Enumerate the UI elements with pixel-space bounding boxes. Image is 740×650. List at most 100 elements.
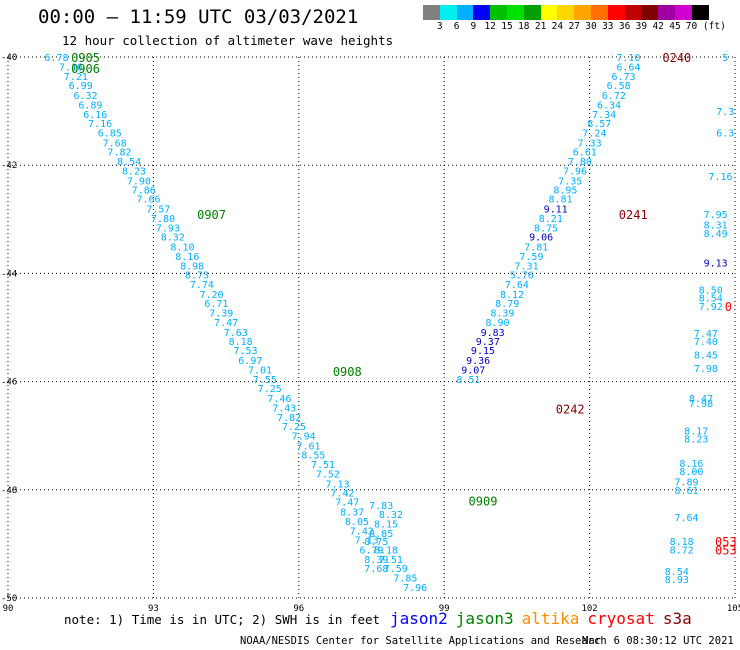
data-point-label: 7.80 <box>151 214 175 225</box>
data-point-label: 7.40 <box>694 337 718 348</box>
data-point-label: 9.11 <box>544 204 568 215</box>
data-point-label: 6.85 <box>98 129 122 140</box>
data-point-label: 7.3 <box>716 107 734 118</box>
data-point-label: 7.43 <box>272 404 296 415</box>
data-point-label: 8.85 <box>369 529 393 540</box>
time-label: 0909 <box>469 495 498 509</box>
satellite-label-s3a: s3a <box>662 609 692 628</box>
chart-title: 00:00 – 11:59 UTC 03/03/2021 <box>38 6 359 28</box>
data-point-label: 9.37 <box>476 337 500 348</box>
legend-label-2: 9 <box>470 21 477 32</box>
data-point-label: 8.98 <box>180 261 204 272</box>
data-point-label: 7.98 <box>689 399 713 410</box>
legend-label-14: 45 <box>669 21 681 32</box>
data-point-label: 7.13 <box>326 479 350 490</box>
legend-label-7: 24 <box>551 21 564 32</box>
color-legend-bar <box>423 5 709 20</box>
data-point-label: 6.61 <box>573 148 597 159</box>
data-point-label: 8.73 <box>185 270 209 281</box>
data-point-label: 7.89 <box>674 478 698 489</box>
data-point-label: 8.12 <box>500 290 524 301</box>
data-point-label: 7.66 <box>137 195 161 206</box>
data-point-label: 8.31 <box>704 221 728 232</box>
data-point-label: 7.46 <box>267 394 291 405</box>
legend-label-15: 70 (ft) <box>685 21 726 32</box>
data-point-label: 7.24 <box>582 129 606 140</box>
data-point-label: 8.81 <box>548 195 572 206</box>
legend-label-4: 15 <box>501 21 513 32</box>
data-point-label: 9.36 <box>466 356 490 367</box>
data-point-label: 8.75 <box>364 537 388 548</box>
x-tick-label: 102 <box>581 604 597 614</box>
data-point-label: 8.39 <box>490 308 514 319</box>
data-point-label: 6.64 <box>616 63 640 74</box>
data-point-label: 8.54 <box>665 567 689 578</box>
legend-label-13: 42 <box>652 21 664 32</box>
data-point-label: 8.10 <box>170 242 194 253</box>
satellite-legend: jason2 jason3 altika cryosat s3a <box>390 609 700 628</box>
time-label: 0241 <box>619 208 648 222</box>
data-point-label: 8.18 <box>670 537 694 548</box>
x-tick-label: 96 <box>293 604 304 614</box>
data-point-label: 6.78 <box>44 53 68 64</box>
data-point-label: 7.35 <box>558 176 582 187</box>
data-point-label: 7.96 <box>563 167 587 178</box>
data-point-label: 8.49 <box>704 229 728 240</box>
data-point-label: 7.83 <box>369 501 393 512</box>
data-point-label: 7.63 <box>224 328 248 339</box>
legend-swatch-8 <box>557 5 575 20</box>
data-point-label: 7.94 <box>292 432 316 443</box>
data-point-label: 7.25 <box>258 384 282 395</box>
data-point-label: 6.58 <box>607 81 631 92</box>
data-point-label: 6.97 <box>238 356 262 367</box>
data-point-label: 7.64 <box>505 280 529 291</box>
data-point-label: 9.83 <box>481 328 505 339</box>
data-point-label: 8.47 <box>689 394 713 405</box>
data-point-label: 7.13 <box>355 536 379 547</box>
data-point-label: 6.89 <box>78 101 102 112</box>
data-point-label: 7.16 <box>59 63 83 74</box>
data-point-label: 7.81 <box>524 242 548 253</box>
legend-swatch-6 <box>523 5 541 20</box>
legend-label-12: 39 <box>635 21 648 32</box>
data-point-label: 7.52 <box>316 470 340 481</box>
data-point-label: 7.51 <box>311 460 335 471</box>
data-point-label: 7.34 <box>592 110 616 121</box>
data-point-label: 7.47 <box>335 498 359 509</box>
data-point-label: 7.42 <box>330 489 354 500</box>
data-point-label: 7.10 <box>616 53 640 64</box>
data-point-label: 7.51 <box>379 555 403 566</box>
data-point-label: 7.16 <box>708 172 732 183</box>
data-point-label: 8.23 <box>684 434 708 445</box>
legend-label-0: 3 <box>436 21 443 32</box>
legend-swatch-5 <box>506 5 524 20</box>
data-point-label: 7.16 <box>88 119 112 130</box>
time-label: 0908 <box>333 365 362 379</box>
x-tick-label: 105 <box>727 604 740 614</box>
data-point-label: 6.99 <box>69 81 93 92</box>
data-point-label: 6.34 <box>597 101 621 112</box>
data-point-label: 7.57 <box>146 204 170 215</box>
data-point-label: 7.01 <box>248 366 272 377</box>
y-tick-label: -48 <box>1 486 17 496</box>
legend-label-1: 6 <box>453 21 460 32</box>
data-point-label: 7.61 <box>296 441 320 452</box>
legend-swatch-10 <box>590 5 608 20</box>
data-point-label: 6.73 <box>611 72 635 83</box>
cryosat-time-label: 053 <box>715 535 737 549</box>
data-point-label: 7.47 <box>694 329 718 340</box>
data-point-label: 7.82 <box>277 413 301 424</box>
data-point-label: 7.68 <box>103 138 127 149</box>
chart-subtitle: 12 hour collection of altimeter wave hei… <box>62 33 394 48</box>
data-point-label: 8.00 <box>679 467 703 478</box>
time-label: 0906 <box>71 62 100 76</box>
footer-date: Mar 6 08:30:12 UTC 2021 <box>582 635 734 647</box>
data-point-label: 8.17 <box>684 426 708 437</box>
data-point-label: 8.05 <box>345 517 369 528</box>
data-point-label: 8.79 <box>495 299 519 310</box>
legend-swatch-15 <box>674 5 692 20</box>
data-point-label: 8.75 <box>534 223 558 234</box>
data-point-label: 8.93 <box>665 575 689 586</box>
data-point-label: 8.50 <box>699 286 723 297</box>
